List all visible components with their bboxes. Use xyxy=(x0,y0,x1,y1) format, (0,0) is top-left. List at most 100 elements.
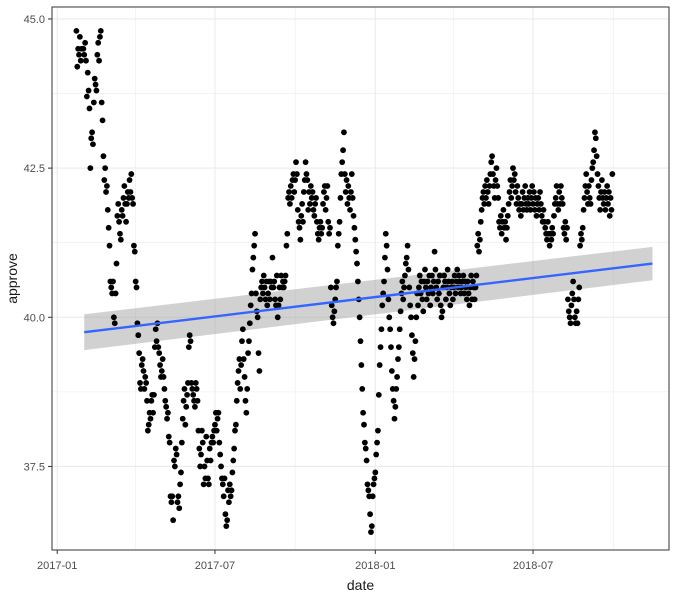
data-point-70 xyxy=(135,332,142,339)
data-point-486 xyxy=(497,212,504,219)
data-point-481 xyxy=(493,165,500,172)
data-point-21 xyxy=(92,81,99,88)
data-point-91 xyxy=(153,338,160,345)
data-point-131 xyxy=(188,380,195,386)
data-point-397 xyxy=(420,308,427,315)
data-point-209 xyxy=(256,368,263,374)
data-point-386 xyxy=(410,374,417,380)
data-point-203 xyxy=(251,242,258,249)
data-point-161 xyxy=(214,415,221,422)
data-point-574 xyxy=(574,320,581,327)
data-point-550 xyxy=(553,183,560,189)
data-point-427 xyxy=(446,290,453,297)
y-tick-label-2: 42.5 xyxy=(24,163,45,175)
data-point-511 xyxy=(519,189,526,195)
data-point-119 xyxy=(178,469,184,476)
data-point-199 xyxy=(247,302,254,309)
data-point-520 xyxy=(527,206,534,213)
data-point-45 xyxy=(113,260,120,267)
data-point-605 xyxy=(601,189,608,195)
data-point-530 xyxy=(536,206,543,213)
data-point-314 xyxy=(348,189,354,195)
data-point-110 xyxy=(170,517,177,524)
data-point-214 xyxy=(260,272,267,279)
data-point-494 xyxy=(504,212,511,219)
data-point-307 xyxy=(341,171,348,177)
data-point-523 xyxy=(530,201,536,207)
data-point-221 xyxy=(266,296,273,303)
data-point-280 xyxy=(318,230,325,237)
data-point-527 xyxy=(533,212,540,219)
x-axis-ticks: 2017-01 2017-07 2018-01 2018-07 xyxy=(37,550,553,572)
data-point-375 xyxy=(401,284,407,291)
data-point-51 xyxy=(118,206,125,213)
data-point-252 xyxy=(293,171,300,177)
data-point-322 xyxy=(354,278,361,285)
data-point-320 xyxy=(353,248,360,255)
data-point-352 xyxy=(381,278,387,285)
data-point-16 xyxy=(88,135,95,142)
data-point-291 xyxy=(327,284,334,291)
data-point-363 xyxy=(390,397,397,404)
data-point-8 xyxy=(81,51,88,58)
data-point-226 xyxy=(271,278,278,285)
data-point-293 xyxy=(329,314,336,321)
data-point-502 xyxy=(511,171,518,177)
data-point-499 xyxy=(509,183,516,189)
data-point-292 xyxy=(328,302,335,309)
data-point-466 xyxy=(480,189,487,195)
data-point-353 xyxy=(382,254,388,261)
data-point-188 xyxy=(238,362,245,368)
data-point-145 xyxy=(200,481,207,488)
data-point-345 xyxy=(375,427,381,434)
data-point-570 xyxy=(571,296,577,303)
data-point-373 xyxy=(399,278,406,285)
data-point-176 xyxy=(227,493,234,500)
data-point-60 xyxy=(126,177,133,183)
data-point-563 xyxy=(565,296,571,303)
data-point-72 xyxy=(137,380,143,386)
data-point-200 xyxy=(248,290,255,297)
data-point-565 xyxy=(566,314,573,321)
data-point-138 xyxy=(194,397,201,404)
x-axis-title: date xyxy=(347,577,374,593)
data-point-555 xyxy=(558,183,564,189)
data-point-393 xyxy=(416,272,423,279)
data-point-433 xyxy=(451,272,458,279)
data-point-158 xyxy=(212,421,218,428)
data-point-290 xyxy=(327,224,333,231)
data-point-258 xyxy=(299,201,306,207)
data-point-456 xyxy=(471,296,478,303)
data-point-454 xyxy=(470,278,476,285)
data-point-613 xyxy=(608,206,615,213)
x-tick-label-2: 2018-01 xyxy=(355,560,395,572)
data-point-301 xyxy=(336,218,343,225)
y-tick-label-1: 40.0 xyxy=(24,312,45,324)
data-point-452 xyxy=(468,272,475,279)
data-point-327 xyxy=(359,385,366,392)
data-point-540 xyxy=(544,218,551,225)
data-point-178 xyxy=(229,469,236,476)
data-point-411 xyxy=(432,266,439,273)
data-point-367 xyxy=(394,374,400,380)
data-point-533 xyxy=(538,212,545,219)
data-point-376 xyxy=(402,272,408,279)
data-point-102 xyxy=(163,403,170,410)
data-point-381 xyxy=(406,284,413,291)
data-point-473 xyxy=(486,183,493,189)
data-point-359 xyxy=(387,326,394,333)
data-point-385 xyxy=(409,350,416,356)
data-point-150 xyxy=(205,475,211,482)
data-point-313 xyxy=(347,206,353,213)
data-point-423 xyxy=(443,296,449,303)
data-point-581 xyxy=(580,206,587,213)
data-point-77 xyxy=(141,385,148,392)
data-point-241 xyxy=(284,230,291,237)
data-point-202 xyxy=(250,254,257,261)
data-point-384 xyxy=(409,332,415,339)
data-point-369 xyxy=(395,344,402,351)
data-point-431 xyxy=(449,296,456,303)
data-point-165 xyxy=(218,463,224,470)
data-point-167 xyxy=(219,481,226,488)
